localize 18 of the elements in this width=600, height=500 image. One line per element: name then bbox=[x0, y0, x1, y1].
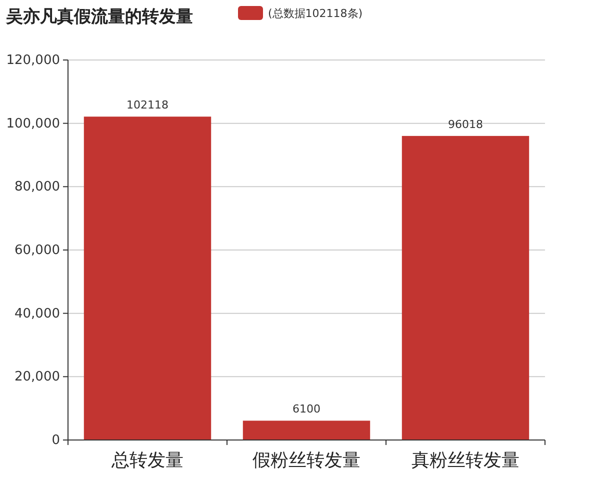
y-tick-label: 0 bbox=[52, 433, 60, 448]
legend-label: (总数据102118条) bbox=[268, 7, 363, 20]
x-tick-label: 假粉丝转发量 bbox=[252, 450, 360, 471]
y-tick-label: 120,000 bbox=[6, 53, 60, 68]
bar bbox=[402, 136, 530, 440]
bar bbox=[242, 420, 370, 440]
y-tick-label: 20,000 bbox=[14, 370, 60, 385]
x-tick-label: 真粉丝转发量 bbox=[412, 450, 520, 471]
y-tick-label: 100,000 bbox=[6, 116, 60, 132]
chart-title: 吴亦凡真假流量的转发量 bbox=[5, 7, 193, 27]
data-label: 96018 bbox=[448, 118, 483, 131]
y-tick-label: 80,000 bbox=[14, 180, 60, 195]
bar bbox=[84, 116, 212, 440]
x-tick-label: 总转发量 bbox=[110, 450, 184, 471]
y-tick-label: 40,000 bbox=[14, 306, 60, 322]
y-tick-label: 60,000 bbox=[14, 243, 60, 258]
data-label: 102118 bbox=[126, 98, 168, 112]
data-label: 6100 bbox=[292, 402, 320, 416]
